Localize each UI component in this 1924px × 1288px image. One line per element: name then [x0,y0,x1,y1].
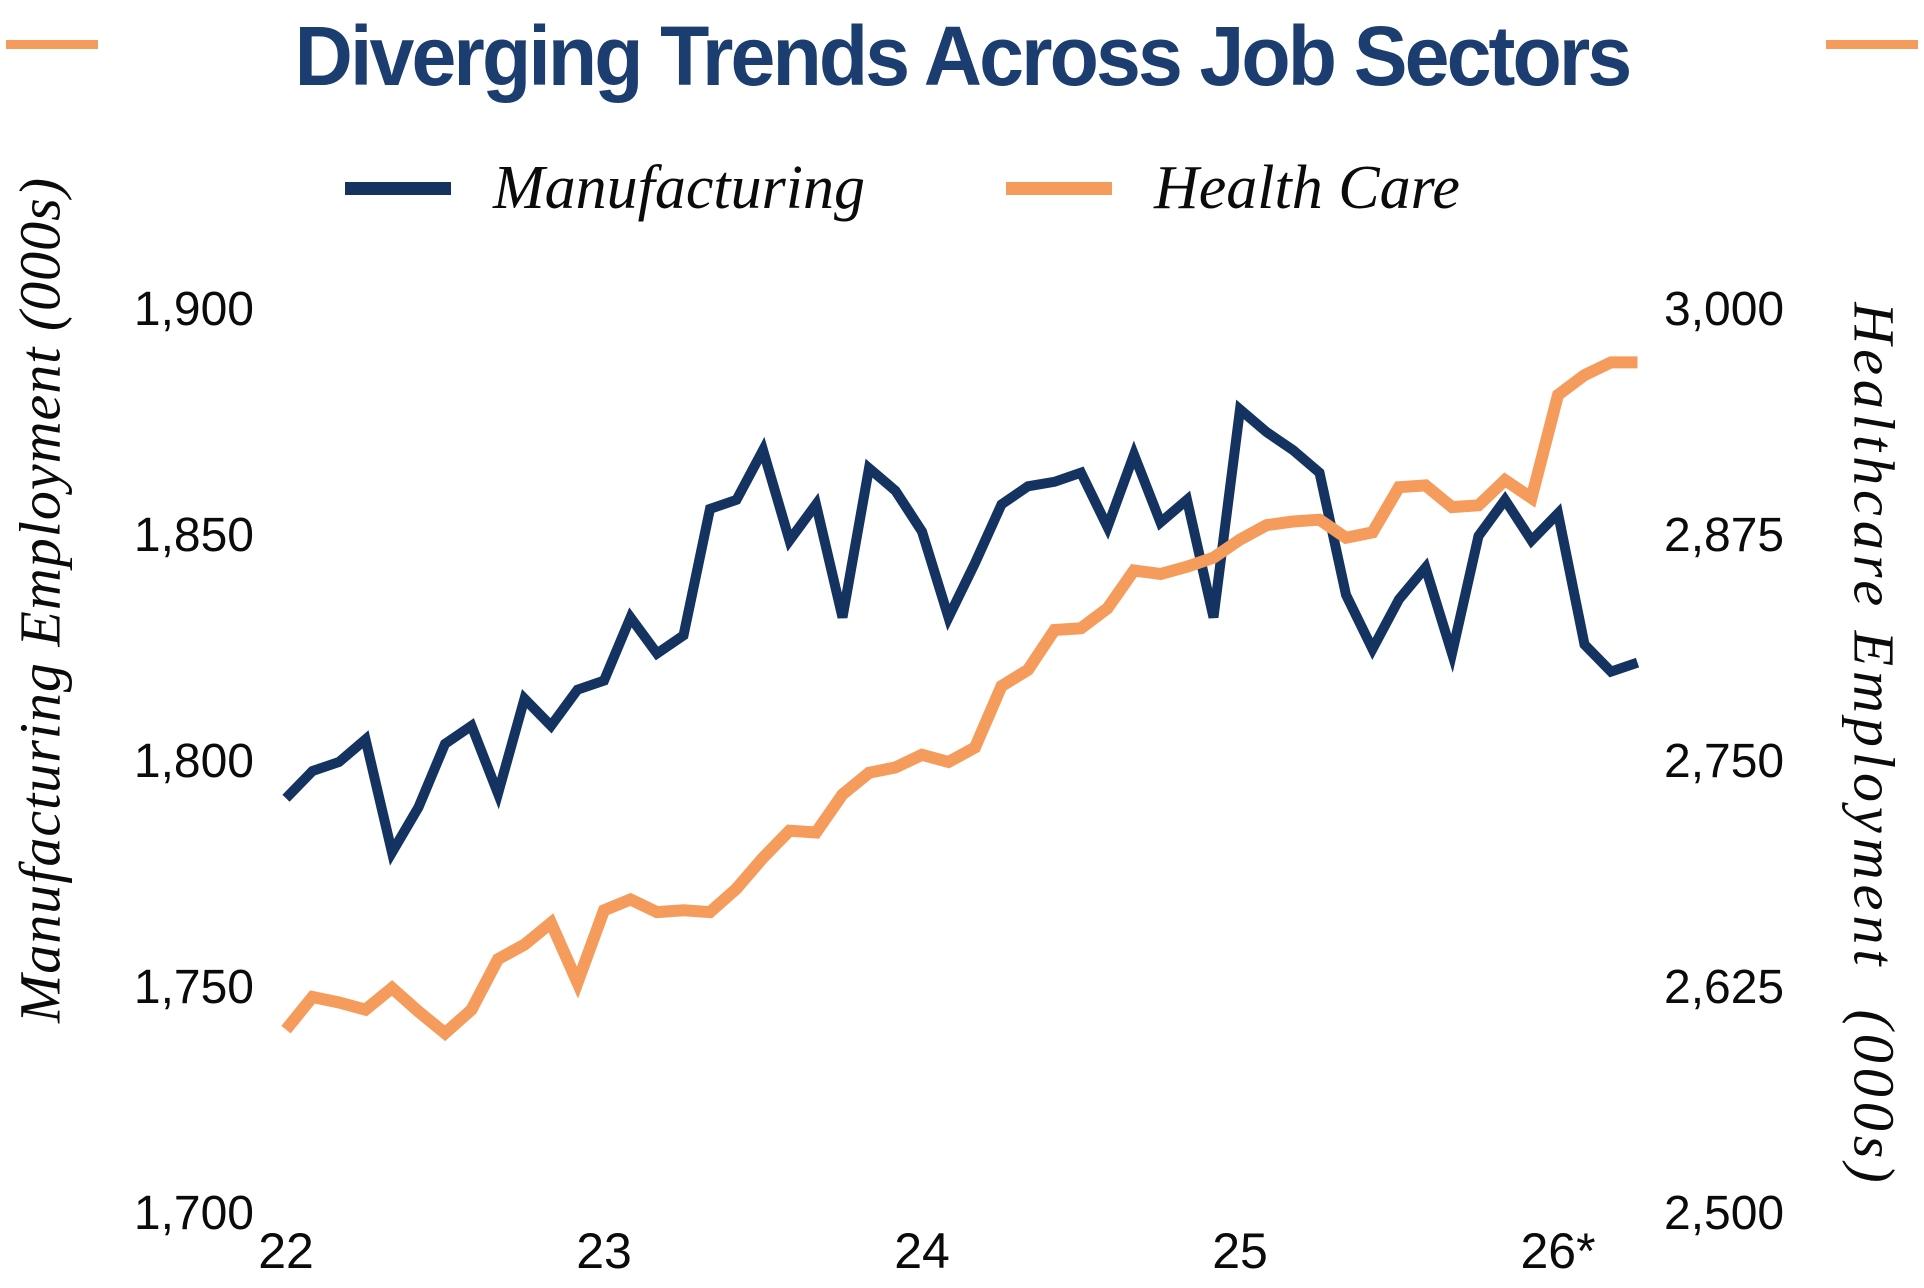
right-tick-3000: 3,000 [1664,283,1785,336]
x-tick-25: 25 [1212,1223,1268,1279]
legend: Manufacturing Health Care [0,150,1924,226]
left-tick-1750: 1,750 [133,961,254,1014]
left-tick-1800: 1,800 [133,735,254,788]
right-tick-2875: 2,875 [1664,509,1785,562]
x-tick-22: 22 [258,1223,314,1279]
legend-item-manufacturing: Manufacturing [345,150,865,226]
right-tick-2500: 2,500 [1664,1187,1785,1240]
legend-label-health-care: Health Care [1154,154,1460,222]
x-tick-23: 23 [576,1223,632,1279]
left-tick-1850: 1,850 [133,509,254,562]
corner-dash-left-decoration [6,40,98,49]
x-tick-26: 26* [1520,1223,1596,1279]
legend-item-health-care: Health Care [1006,150,1460,226]
health-care-line [281,356,1638,1042]
manufacturing-line-swatch-icon [345,181,451,195]
chart-title: Diverging Trends Across Job Sectors [294,9,1633,103]
left-tick-1700: 1,700 [133,1187,254,1240]
legend-label-manufacturing: Manufacturing [493,154,865,222]
right-tick-2625: 2,625 [1664,961,1785,1014]
left-tick-1900: 1,900 [133,283,254,336]
health-care-line-swatch-icon [1006,181,1112,195]
manufacturing-line [282,399,1640,866]
x-tick-24: 24 [894,1223,950,1279]
corner-dash-right-decoration [1826,40,1918,49]
right-tick-2750: 2,750 [1664,735,1785,788]
